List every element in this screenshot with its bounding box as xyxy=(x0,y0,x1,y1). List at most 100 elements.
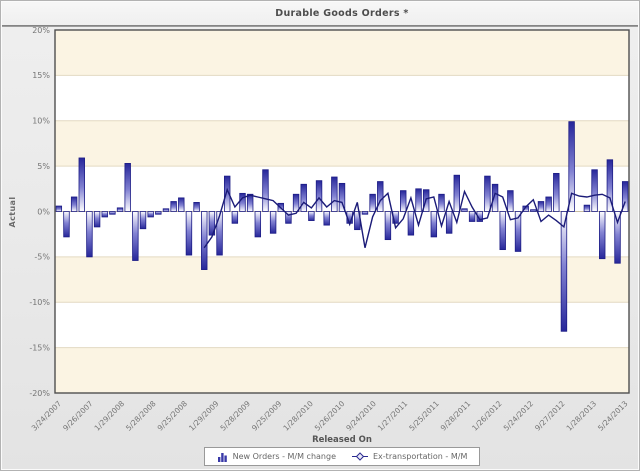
bar xyxy=(369,193,376,212)
x-tick-label: 1/28/2010 xyxy=(281,399,315,433)
bar xyxy=(285,211,292,224)
bar xyxy=(438,193,445,212)
bar xyxy=(116,207,124,212)
x-tick-label: 9/25/2009 xyxy=(250,399,284,433)
bar xyxy=(101,211,108,218)
bar xyxy=(621,181,629,212)
bar xyxy=(269,211,277,234)
bar xyxy=(323,211,330,226)
bar xyxy=(223,175,231,212)
bar xyxy=(170,201,177,212)
bar xyxy=(568,121,575,212)
y-tick-label: -10% xyxy=(29,298,50,307)
legend-label-new-orders: New Orders - M/M change xyxy=(232,452,336,461)
bar xyxy=(461,208,468,212)
bar xyxy=(315,180,323,212)
bar xyxy=(216,211,223,256)
bar xyxy=(109,211,116,215)
plot-band xyxy=(55,75,629,121)
plot-band xyxy=(55,347,629,393)
bar xyxy=(155,211,162,215)
y-tick-label: 20% xyxy=(32,26,50,35)
bar xyxy=(400,190,407,212)
x-tick-label: 9/24/2010 xyxy=(344,399,378,433)
bar xyxy=(484,175,491,212)
bar xyxy=(308,211,315,221)
chart-title: Durable Goods Orders * xyxy=(275,8,409,19)
bar xyxy=(262,169,269,212)
bar xyxy=(239,192,246,212)
bar xyxy=(361,211,369,215)
legend: New Orders - M/M change Ex-transportatio… xyxy=(55,447,629,466)
y-tick-label: -15% xyxy=(29,343,50,352)
bar xyxy=(507,190,514,212)
bar xyxy=(445,211,453,234)
bar xyxy=(377,181,384,212)
bar xyxy=(545,196,552,212)
bar xyxy=(407,211,415,236)
bar xyxy=(86,211,93,258)
x-tick-label: 5/24/2013 xyxy=(596,399,630,433)
bar xyxy=(254,211,262,238)
x-tick-label: 5/28/2009 xyxy=(218,399,252,433)
bar xyxy=(499,211,506,251)
bar xyxy=(139,211,147,230)
plot-band xyxy=(55,302,629,348)
mini-bar-chart-icon xyxy=(217,453,227,462)
x-tick-label: 1/27/2011 xyxy=(376,399,410,433)
x-tick-label: 9/28/2011 xyxy=(439,399,473,433)
plot-band xyxy=(55,256,629,303)
bar xyxy=(583,204,591,212)
x-tick-label: 1/28/2013 xyxy=(565,399,599,433)
bar xyxy=(430,211,438,238)
title-separator xyxy=(2,25,638,27)
bar xyxy=(453,174,460,212)
bar xyxy=(491,183,499,212)
bar xyxy=(63,211,70,238)
x-tick-label: 9/27/2012 xyxy=(533,399,567,433)
x-tick-label: 1/29/2008 xyxy=(93,399,127,433)
line-series xyxy=(203,187,626,249)
y-tick-label: -20% xyxy=(29,389,50,398)
bar xyxy=(560,211,568,332)
plot-band xyxy=(55,30,629,76)
x-axis-title: Released On xyxy=(312,435,372,445)
y-tick-label: -5% xyxy=(34,253,50,262)
legend-box: New Orders - M/M change Ex-transportatio… xyxy=(203,447,481,466)
bar xyxy=(201,211,208,270)
bar xyxy=(185,211,193,256)
bar xyxy=(338,182,346,212)
bar xyxy=(124,163,131,212)
bar xyxy=(132,211,139,261)
bar xyxy=(193,202,200,212)
bar xyxy=(415,188,422,212)
bar xyxy=(331,176,338,212)
bar xyxy=(55,205,63,212)
bar xyxy=(614,211,621,264)
bar xyxy=(514,211,522,252)
bar xyxy=(606,159,614,212)
y-tick-label: 5% xyxy=(37,162,50,171)
bar xyxy=(530,209,537,212)
bar xyxy=(468,211,476,222)
plot-band xyxy=(55,120,629,167)
y-tick-label: 0% xyxy=(37,207,50,216)
legend-label-ex-transportation: Ex-transportation - M/M xyxy=(373,452,468,461)
bar xyxy=(231,211,239,224)
legend-item-new-orders[interactable]: New Orders - M/M change xyxy=(217,451,336,462)
x-tick-label: 9/25/2008 xyxy=(156,399,190,433)
bar xyxy=(162,208,170,212)
legend-item-ex-transportation[interactable]: Ex-transportation - M/M xyxy=(352,452,467,461)
bar xyxy=(292,193,300,212)
x-tick-label: 5/26/2010 xyxy=(313,399,347,433)
bar xyxy=(384,211,392,241)
diamond-line-marker-icon xyxy=(352,452,368,461)
bar xyxy=(93,211,101,228)
bar xyxy=(599,211,606,260)
x-tick-label: 5/25/2011 xyxy=(407,399,441,433)
bar xyxy=(178,197,185,212)
bar xyxy=(78,157,85,212)
plot-border xyxy=(54,29,630,394)
